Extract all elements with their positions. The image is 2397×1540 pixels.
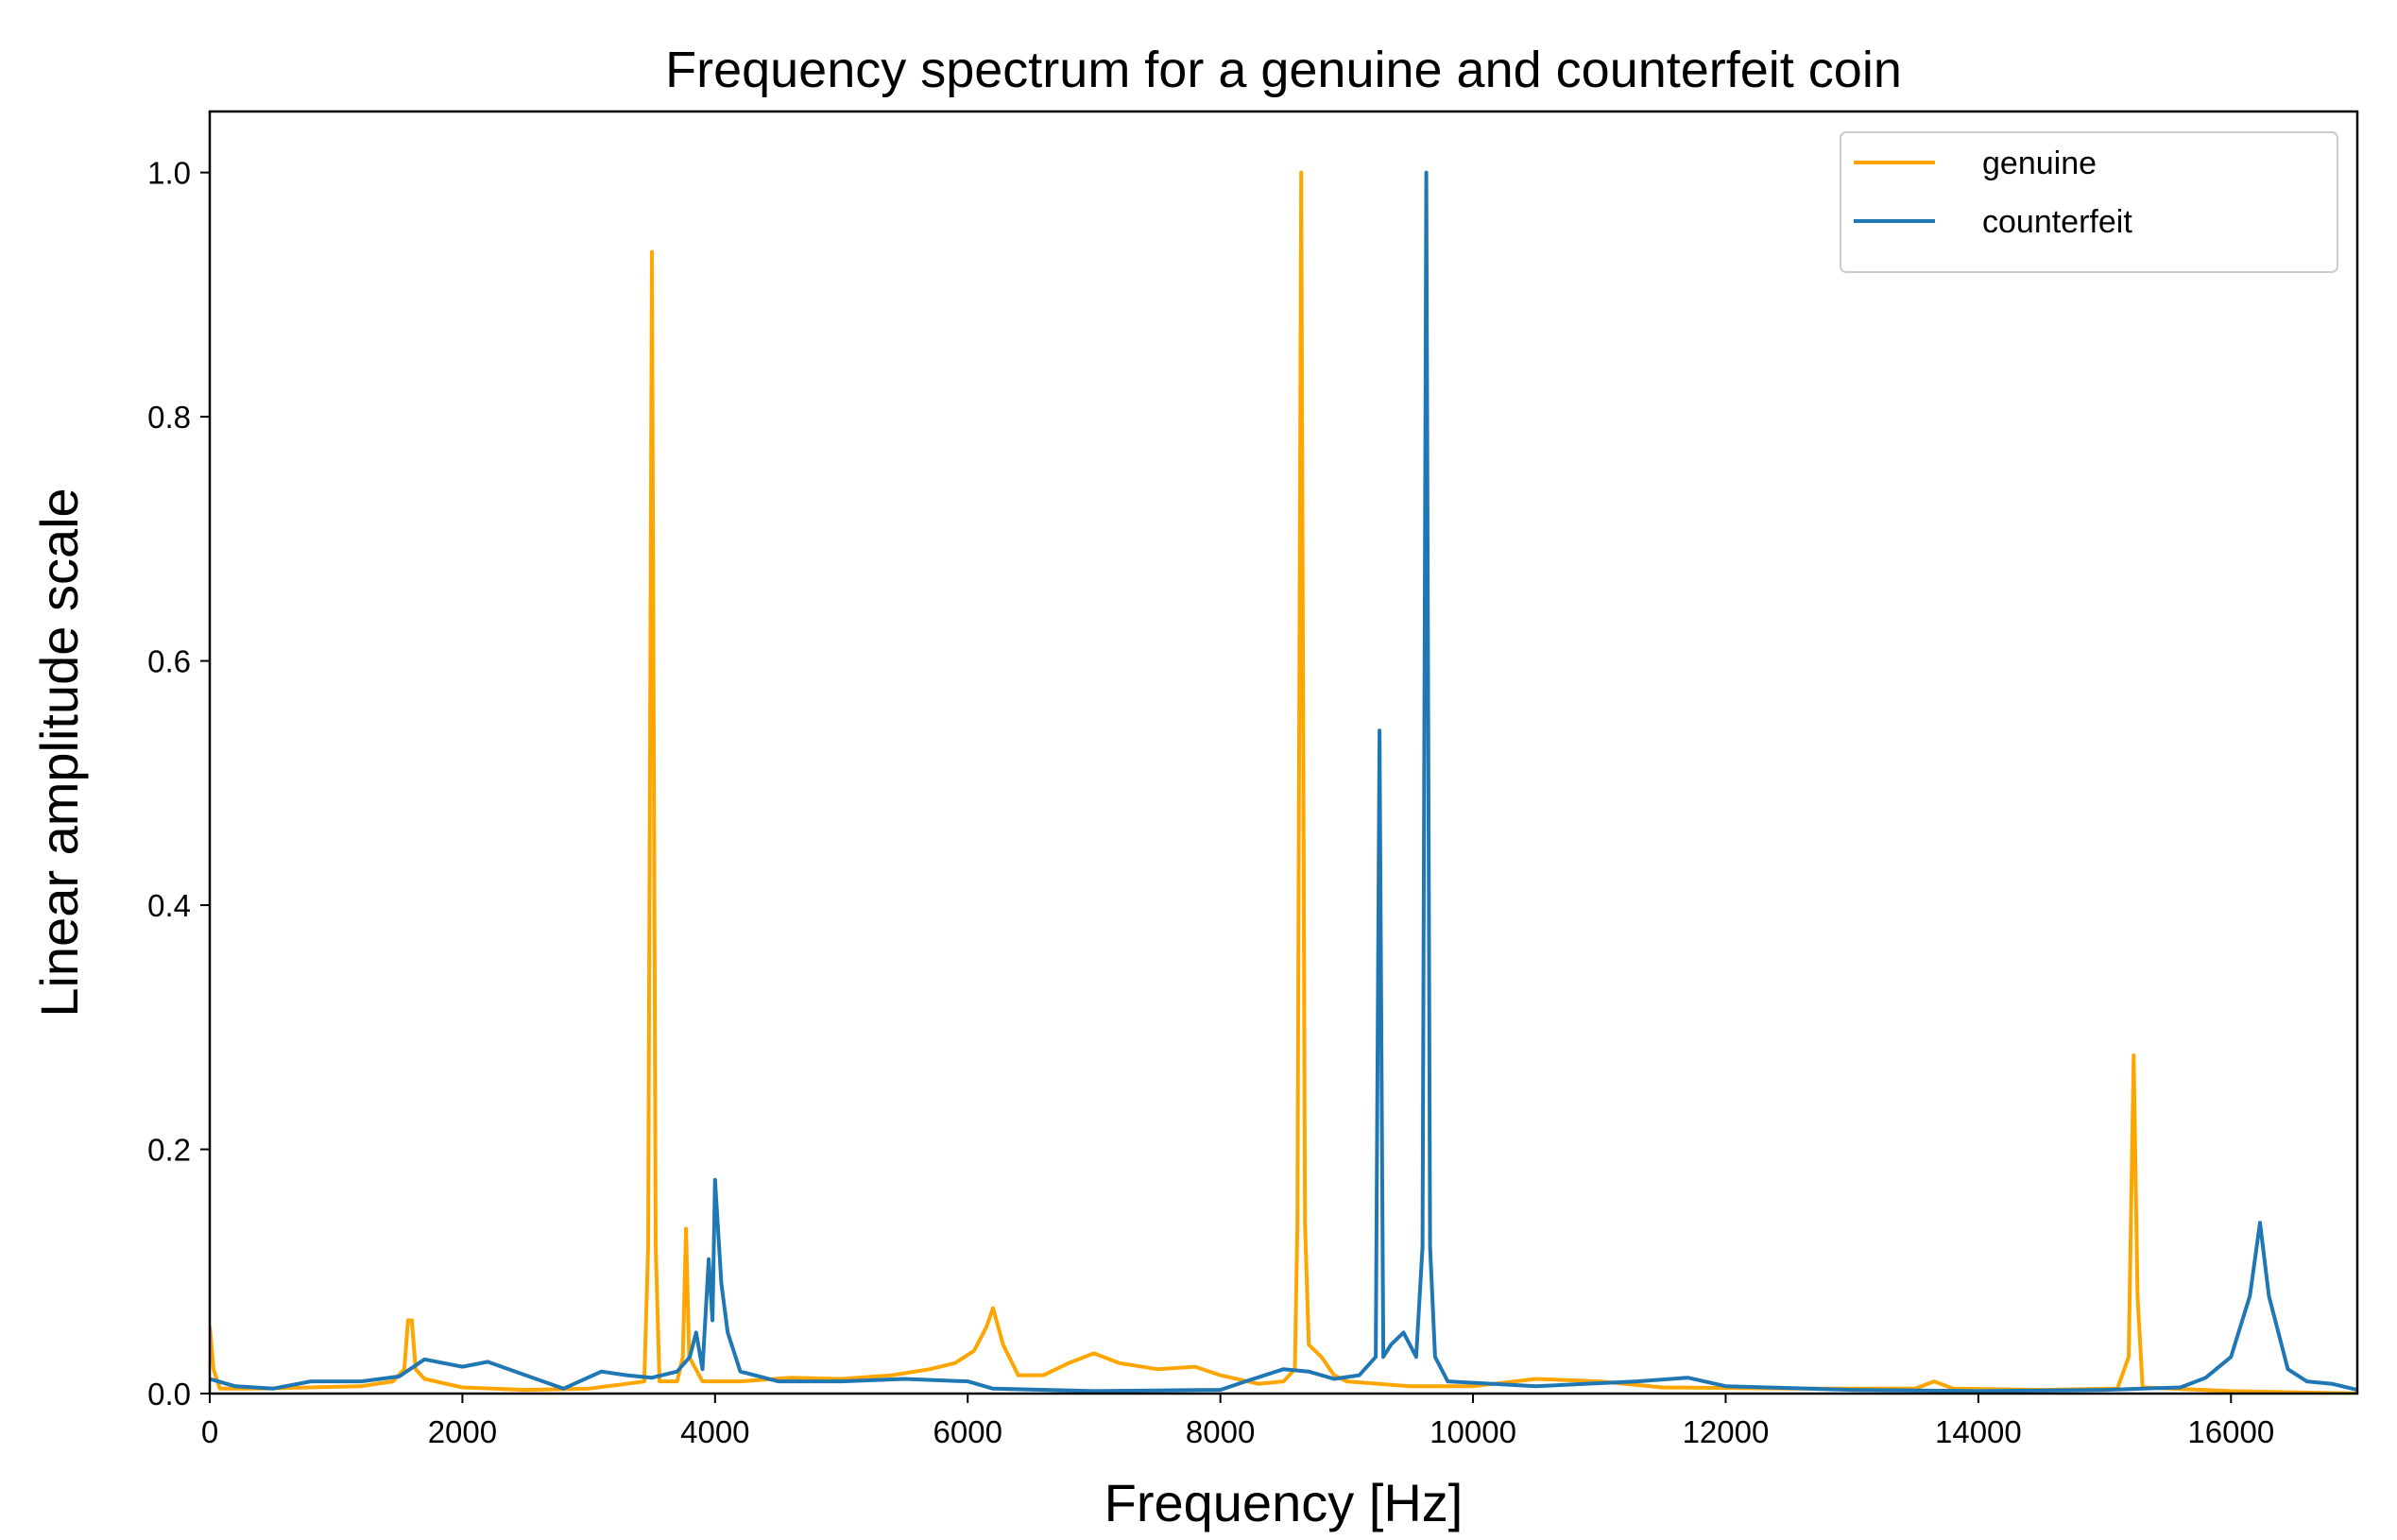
y-tick-label: 0.2 (147, 1133, 191, 1168)
x-tick-label: 10000 (1430, 1414, 1516, 1449)
x-tick-label: 4000 (680, 1414, 749, 1449)
x-tick-label: 8000 (1186, 1414, 1255, 1449)
y-tick-label: 0.6 (147, 644, 191, 679)
y-axis-title: Linear amplitude scale (29, 488, 89, 1017)
x-axis-title: Frequency [Hz] (1104, 1473, 1464, 1532)
chart-title: Frequency spectrum for a genuine and cou… (665, 42, 1902, 98)
x-tick-label: 14000 (1935, 1414, 2022, 1449)
y-tick-label: 0.4 (147, 888, 191, 923)
legend-label-counterfeit: counterfeit (1982, 204, 2132, 240)
x-tick-label: 2000 (428, 1414, 497, 1449)
legend-label-genuine: genuine (1982, 145, 2097, 181)
legend: genuine counterfeit (1840, 131, 2338, 273)
x-tick-label: 16000 (2187, 1414, 2274, 1449)
y-tick-label: 1.0 (147, 156, 191, 191)
series-line-genuine (210, 170, 2357, 1394)
legend-box (1840, 131, 2338, 273)
y-tick-label: 0.8 (147, 400, 191, 435)
x-tick-label: 12000 (1683, 1414, 1770, 1449)
y-tick-label: 0.0 (147, 1377, 191, 1412)
plot-frame (208, 110, 2359, 1395)
series-line-counterfeit (210, 170, 2357, 1394)
x-tick-label: 0 (201, 1414, 218, 1449)
x-tick-label: 6000 (933, 1414, 1002, 1449)
